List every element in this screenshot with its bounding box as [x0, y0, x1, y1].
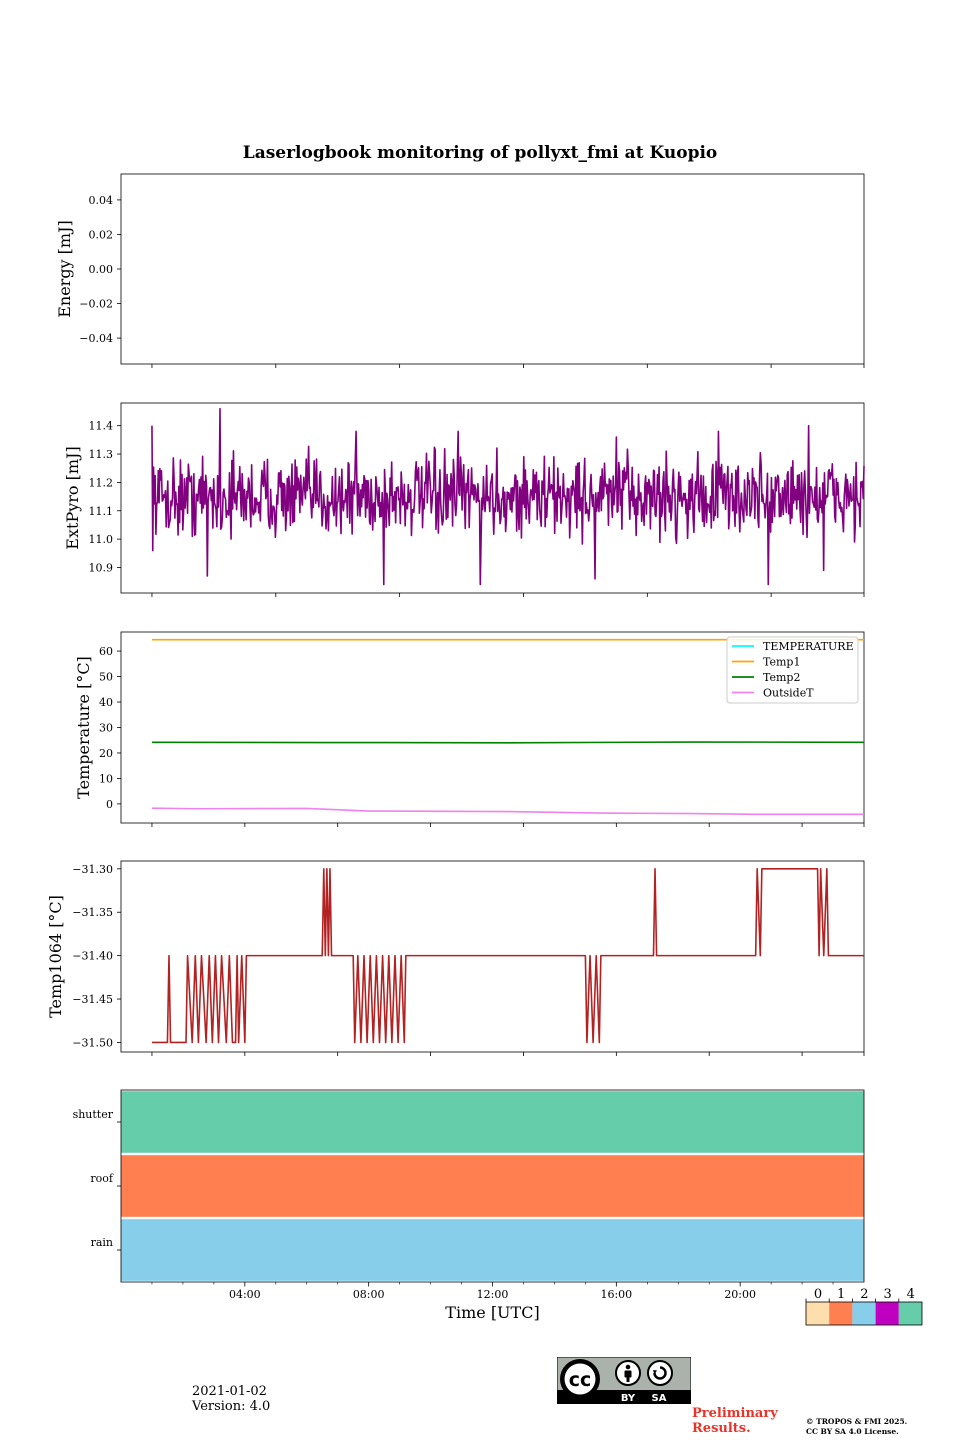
legend-label-temp2: Temp2	[763, 671, 800, 684]
status-label-roof: roof	[90, 1172, 114, 1185]
status-xtick-label: 20:00	[724, 1288, 756, 1301]
legend-label-temperature: TEMPERATURE	[763, 640, 854, 653]
date-label: 2021-01-02	[192, 1384, 267, 1399]
colorbar-frame	[805, 1301, 923, 1326]
temperature-ytick-label: 40	[99, 696, 113, 709]
preliminary-line-2: Results.	[692, 1421, 751, 1436]
cc-icon: cc	[560, 1359, 600, 1399]
legend-label-outsidet: OutsideT	[763, 687, 814, 700]
temp1064-ytick-label: −31.40	[72, 950, 113, 963]
copyright-line-2: CC BY SA 4.0 License.	[806, 1427, 899, 1436]
energy-axes-frame	[120, 173, 865, 365]
panel-energy: 0.04 0.02 0.00 −0.02 −0.04 Energy [mJ]	[55, 173, 865, 368]
copyright-line-1: © TROPOS & FMI 2025.	[806, 1417, 908, 1426]
colorbar-tick-0: 0	[814, 1287, 822, 1302]
panel-extpyro: 11.4 11.3 11.2 11.1 11.0 10.9 ExtPyro [mJ]	[63, 402, 865, 597]
temperature-ytick-label: 50	[99, 671, 113, 684]
temp1064-ytick-label: −31.45	[72, 993, 113, 1006]
temp1064-ytick-label: −31.50	[72, 1036, 113, 1049]
status-xtick-label: 12:00	[477, 1288, 509, 1301]
date-version-block: 2021-01-02 Version: 4.0	[192, 1384, 270, 1414]
colorbar-tick-1: 1	[837, 1287, 845, 1302]
temperature-ytick-label: 30	[99, 722, 113, 735]
colorbar-tick-2: 2	[860, 1287, 868, 1302]
legend-label-temp1: Temp1	[763, 656, 800, 669]
status-label-shutter: shutter	[73, 1108, 114, 1121]
extpyro-ytick-label: 11.3	[89, 448, 114, 461]
energy-ytick-label: 0.04	[89, 194, 114, 207]
colorbar-cell-1	[829, 1302, 853, 1325]
temperature-ytick-label: 0	[106, 798, 113, 811]
temp1064-ylabel: Temp1064 [°C]	[46, 895, 65, 1018]
panel-status: shutter roof rain 04:00 08:00 12:00 16:00 20:00…	[73, 1089, 865, 1322]
cc-sa-label: SA	[652, 1393, 667, 1404]
copyright-note: © TROPOS & FMI 2025. CC BY SA 4.0 Licens…	[806, 1417, 907, 1437]
energy-ytick-label: 0.00	[89, 263, 114, 276]
extpyro-ytick-label: 11.2	[89, 476, 114, 489]
status-xtick-label: 16:00	[600, 1288, 632, 1301]
extpyro-ytick-label: 10.9	[89, 561, 114, 574]
colorbar-cell-0	[806, 1302, 830, 1325]
extpyro-ytick-label: 11.0	[89, 533, 114, 546]
svg-text:cc: cc	[569, 1369, 592, 1391]
temperature-ylabel: Temperature [°C]	[74, 656, 93, 799]
panel-temperature: 60 50 40 30 20 10 0 Temperature [°C] TEMPERATURE…	[74, 631, 865, 827]
legend-box	[726, 636, 859, 704]
colorbar-tick-3: 3	[883, 1287, 891, 1302]
status-xlabel: Time [UTC]	[445, 1303, 539, 1322]
status-xtick-label: 04:00	[229, 1288, 261, 1301]
extpyro-ylabel: ExtPyro [mJ]	[63, 446, 82, 549]
status-row-roof	[121, 1155, 864, 1217]
extpyro-ytick-label: 11.4	[89, 420, 114, 433]
temperature-legend: TEMPERATURE Temp1 Temp2 OutsideT	[726, 636, 859, 704]
temperature-series-temp2	[151, 741, 865, 744]
preliminary-results-note: Preliminary Results.	[692, 1406, 778, 1436]
by-attribution-icon	[615, 1360, 641, 1386]
version-label: Version: 4.0	[192, 1399, 271, 1414]
temp1064-ytick-label: −31.30	[72, 863, 113, 876]
colorbar-cell-3	[875, 1302, 899, 1325]
status-label-rain: rain	[91, 1236, 113, 1249]
colorbar-cell-4	[898, 1302, 922, 1325]
energy-ytick-label: −0.02	[79, 298, 113, 311]
colorbar-cell-2	[852, 1302, 876, 1325]
temperature-ytick-label: 60	[99, 645, 113, 658]
temperature-ytick-label: 20	[99, 747, 113, 760]
status-row-rain	[121, 1219, 864, 1281]
panel-temp1064: −31.30 −31.35 −31.40 −31.45 −31.50 Temp1064 […	[46, 860, 865, 1056]
status-row-shutter	[121, 1091, 864, 1153]
temp1064-ytick-label: −31.35	[72, 906, 113, 919]
energy-ytick-label: 0.02	[89, 228, 114, 241]
energy-ylabel: Energy [mJ]	[55, 220, 74, 318]
extpyro-series-extpyro	[151, 407, 865, 586]
extpyro-ytick-label: 11.1	[89, 505, 114, 518]
figure-title: Laserlogbook monitoring of pollyxt_fmi a…	[243, 143, 718, 163]
temperature-series-outsidet	[151, 807, 864, 816]
temperature-ytick-label: 10	[99, 772, 113, 785]
cc-license-badge: cc BY SA	[557, 1357, 691, 1404]
energy-ytick-label: −0.04	[79, 332, 113, 345]
temp1064-series-temp1064	[151, 868, 864, 1044]
sa-sharealike-icon	[647, 1360, 673, 1386]
cc-by-label: BY	[621, 1393, 636, 1404]
status-xtick-label: 08:00	[353, 1288, 385, 1301]
colorbar-tick-4: 4	[907, 1287, 915, 1302]
preliminary-line-1: Preliminary	[692, 1406, 778, 1421]
